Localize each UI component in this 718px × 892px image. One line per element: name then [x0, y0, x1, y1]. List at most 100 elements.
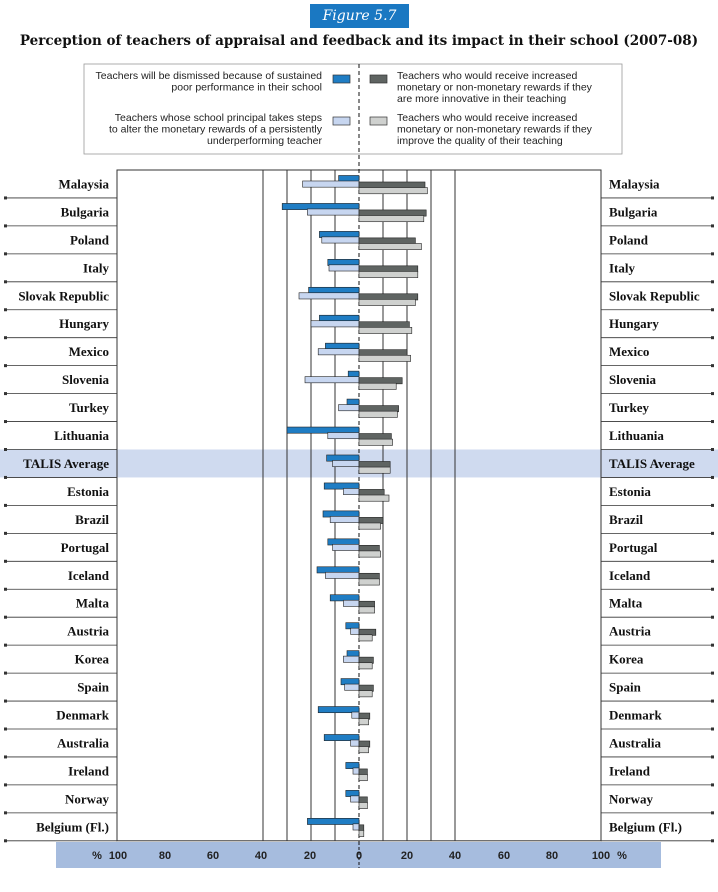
x-tick-label: 0 [356, 850, 362, 862]
bar-estonia-series-2 [343, 488, 360, 495]
bar-malaysia-series-3 [358, 181, 426, 189]
row-separator-tick [4, 559, 7, 563]
bar-ireland-series-2 [352, 767, 360, 775]
category-label-right: Malta [609, 596, 643, 611]
bar-spain-series-4 [358, 690, 373, 698]
bar-iceland-series-4 [358, 578, 380, 586]
bar-malta-series-4 [358, 606, 375, 614]
category-label-right: Malaysia [609, 176, 660, 191]
bar-hungary-series-3 [358, 321, 410, 329]
row-separator-tick [711, 559, 714, 563]
category-label-left: Italy [83, 260, 110, 275]
figure-label: Figure 5.7 [310, 4, 409, 28]
row-separator-tick [711, 783, 714, 787]
bar-estonia-series-3 [358, 489, 385, 496]
bar-malaysia-series-4 [358, 187, 428, 195]
bar-australia-series-3 [358, 740, 371, 748]
legend-label-4: monetary or non-monetary rewards if they [397, 124, 593, 136]
row-separator-tick [4, 420, 7, 424]
row-separator-tick [4, 811, 7, 815]
bar-portugal-series-3 [358, 545, 380, 552]
bar-turkey-series-3 [358, 405, 399, 413]
row-separator-tick [4, 755, 7, 759]
bar-lithuania-series-1 [286, 426, 360, 434]
bar-malta-series-2 [343, 599, 360, 607]
row-separator-tick [4, 475, 7, 479]
category-label-right: Portugal [609, 540, 658, 555]
bar-lithuania-series-2 [327, 432, 360, 440]
row-separator-tick [711, 839, 714, 843]
row-separator-tick [711, 643, 714, 647]
bar-estonia-series-1 [323, 482, 360, 490]
bar-spain-series-3 [358, 684, 374, 692]
category-label-right: Brazil [609, 512, 643, 527]
row-separator-tick [4, 308, 7, 312]
row-separator-tick [711, 475, 714, 479]
bar-norway-series-4 [358, 802, 368, 809]
row-separator-tick [711, 252, 714, 256]
bar-australia-series-2 [350, 739, 360, 747]
row-separator-tick [711, 448, 714, 451]
bar-poland-series-2 [321, 236, 360, 244]
row-separator-tick [711, 587, 714, 591]
x-tick-label: 100 [109, 850, 127, 862]
bar-bulgaria-series-2 [307, 208, 360, 216]
bar-ireland-series-3 [358, 768, 368, 776]
bar-mexico-series-2 [317, 348, 360, 356]
bar-korea-series-3 [358, 656, 374, 664]
row-separator-tick [711, 755, 714, 759]
x-tick-label: 20 [401, 850, 413, 862]
category-label-left: Slovak Republic [18, 288, 109, 303]
x-tick-label: 80 [159, 850, 171, 862]
bar-talis-average-series-2 [332, 460, 360, 467]
row-separator-tick [4, 783, 7, 787]
bar-lithuania-series-4 [358, 438, 393, 446]
row-separator-tick [711, 280, 714, 284]
bar-poland-series-4 [358, 243, 422, 250]
bar-austria-series-2 [350, 627, 360, 635]
bar-norway-series-2 [350, 795, 360, 803]
row-separator-tick [711, 336, 714, 340]
bar-portugal-series-2 [332, 544, 360, 551]
legend-box [83, 63, 623, 155]
x-tick-label: 40 [449, 850, 461, 862]
category-label-right: Poland [609, 232, 649, 247]
category-label-left: Spain [77, 680, 110, 695]
x-tick-label: 20 [304, 850, 316, 862]
row-separator-tick [4, 252, 7, 256]
category-label-left: Brazil [75, 512, 109, 527]
x-tick-label: 80 [546, 850, 558, 862]
legend-label-1: Teachers will be dismissed because of su… [96, 70, 323, 82]
category-label-left: Poland [70, 232, 110, 247]
bar-turkey-series-4 [358, 410, 398, 418]
bar-slovenia-series-4 [358, 382, 397, 390]
legend-label-2: Teachers whose school principal takes st… [115, 112, 322, 124]
category-label-left: Lithuania [54, 428, 109, 443]
legend-swatch-4 [369, 116, 388, 126]
bar-malta-series-3 [358, 600, 375, 608]
row-separator-tick [711, 392, 714, 396]
category-label-left: Norway [65, 791, 110, 806]
category-label-left: Hungary [59, 316, 109, 331]
row-separator-tick [4, 615, 7, 619]
x-tick-label: % [92, 850, 102, 862]
bar-italy-series-4 [358, 271, 419, 278]
legend-label-1: poor performance in their school [171, 82, 322, 94]
row-separator-tick [711, 699, 714, 703]
category-label-right: Norway [609, 791, 654, 806]
row-separator-tick [4, 336, 7, 340]
category-label-right: Austria [609, 624, 651, 639]
bar-lithuania-series-3 [358, 433, 392, 441]
x-tick-label: 60 [498, 850, 510, 862]
legend-label-2: underperforming teacher [207, 135, 322, 147]
category-label-left: Estonia [67, 484, 109, 499]
row-separator-tick [711, 727, 714, 731]
bar-slovak-republic-series-4 [358, 299, 416, 306]
category-label-left: Bulgaria [61, 204, 110, 219]
bar-mexico-series-4 [358, 354, 411, 362]
row-separator-tick [4, 587, 7, 591]
bar-belgium-fl-series-3 [358, 824, 365, 832]
bar-hungary-series-4 [358, 327, 413, 334]
bar-talis-average-series-4 [358, 466, 391, 474]
